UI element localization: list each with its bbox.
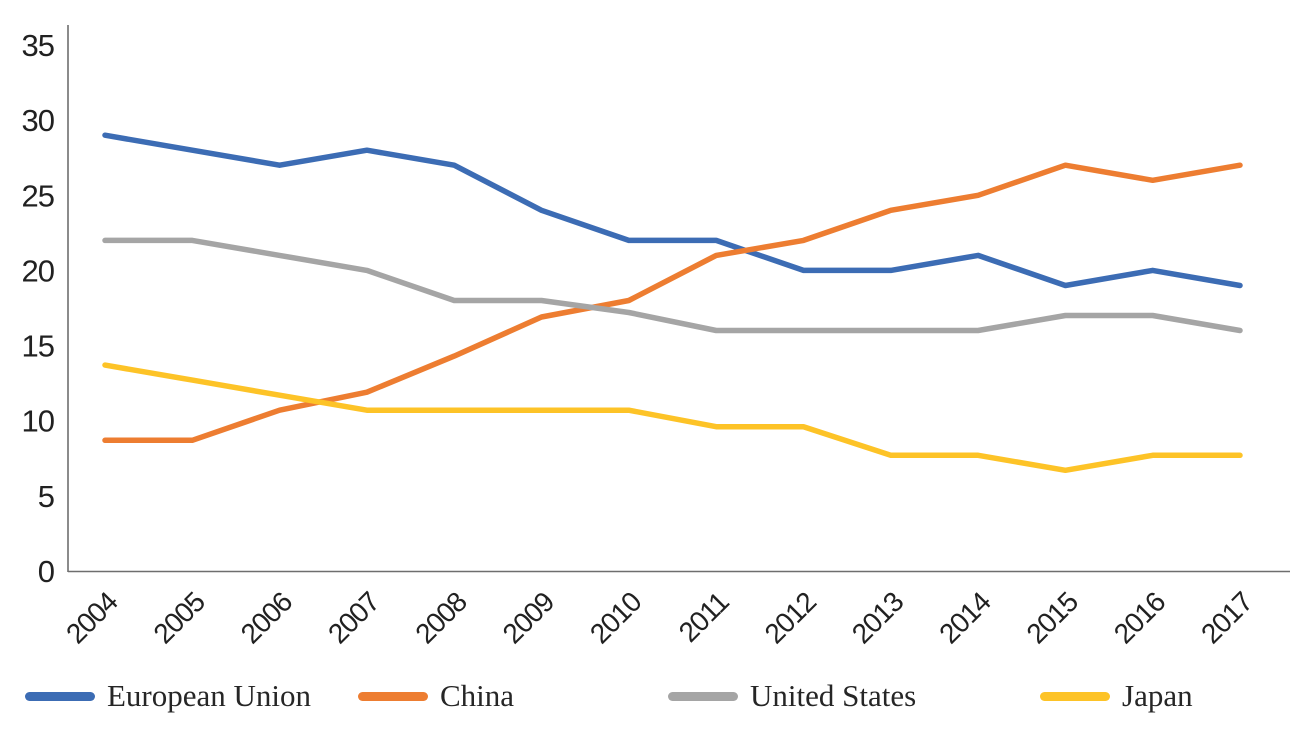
legend-item-united-states: United States	[668, 676, 916, 716]
x-tick-label-2011: 2011	[673, 586, 735, 648]
x-tick-label-2009: 2009	[497, 586, 560, 649]
legend-swatch-united-states	[668, 691, 738, 701]
y-tick-label-25: 25	[22, 178, 54, 213]
legend-label-japan: Japan	[1122, 678, 1193, 713]
x-tick-label-2014: 2014	[933, 586, 996, 649]
x-tick-label-2016: 2016	[1108, 586, 1171, 649]
series-line-united-states	[102, 237, 1243, 334]
legend-item-european-union: European Union	[25, 676, 311, 716]
y-tick-label-15: 15	[22, 329, 54, 364]
x-tick-label-2008: 2008	[409, 586, 472, 649]
legend-label-european-union: European Union	[107, 678, 312, 713]
series-line-japan	[102, 362, 1243, 474]
x-tick-label-2015: 2015	[1020, 586, 1083, 649]
y-tick-label-35: 35	[22, 28, 54, 63]
x-tick-label-2007: 2007	[322, 586, 385, 649]
x-tick-label-2004: 2004	[60, 586, 123, 649]
y-tick-label-20: 20	[22, 253, 55, 288]
legend-label-china: China	[440, 678, 515, 713]
legend-item-china: China	[358, 676, 514, 716]
x-tick-label-2010: 2010	[584, 586, 647, 649]
legend-label-united-states: United States	[750, 678, 917, 713]
x-tick-label-2005: 2005	[147, 586, 210, 649]
y-tick-label-10: 10	[22, 404, 55, 439]
x-tick-label-2006: 2006	[235, 586, 298, 649]
series-line-china	[102, 162, 1243, 444]
chart-legend: European Union China United States Japan	[0, 676, 1291, 720]
legend-swatch-japan	[1040, 691, 1110, 701]
legend-item-japan: Japan	[1040, 676, 1193, 716]
x-tick-label-2017: 2017	[1195, 586, 1258, 649]
x-tick-label-2012: 2012	[759, 586, 822, 649]
y-tick-label-5: 5	[38, 479, 54, 514]
y-tick-label-0: 0	[38, 554, 55, 589]
legend-swatch-china	[358, 691, 428, 701]
y-tick-label-30: 30	[22, 103, 55, 138]
series-line-european-union	[102, 132, 1243, 289]
x-tick-label-2013: 2013	[846, 586, 909, 649]
legend-swatch-european-union	[25, 691, 95, 701]
